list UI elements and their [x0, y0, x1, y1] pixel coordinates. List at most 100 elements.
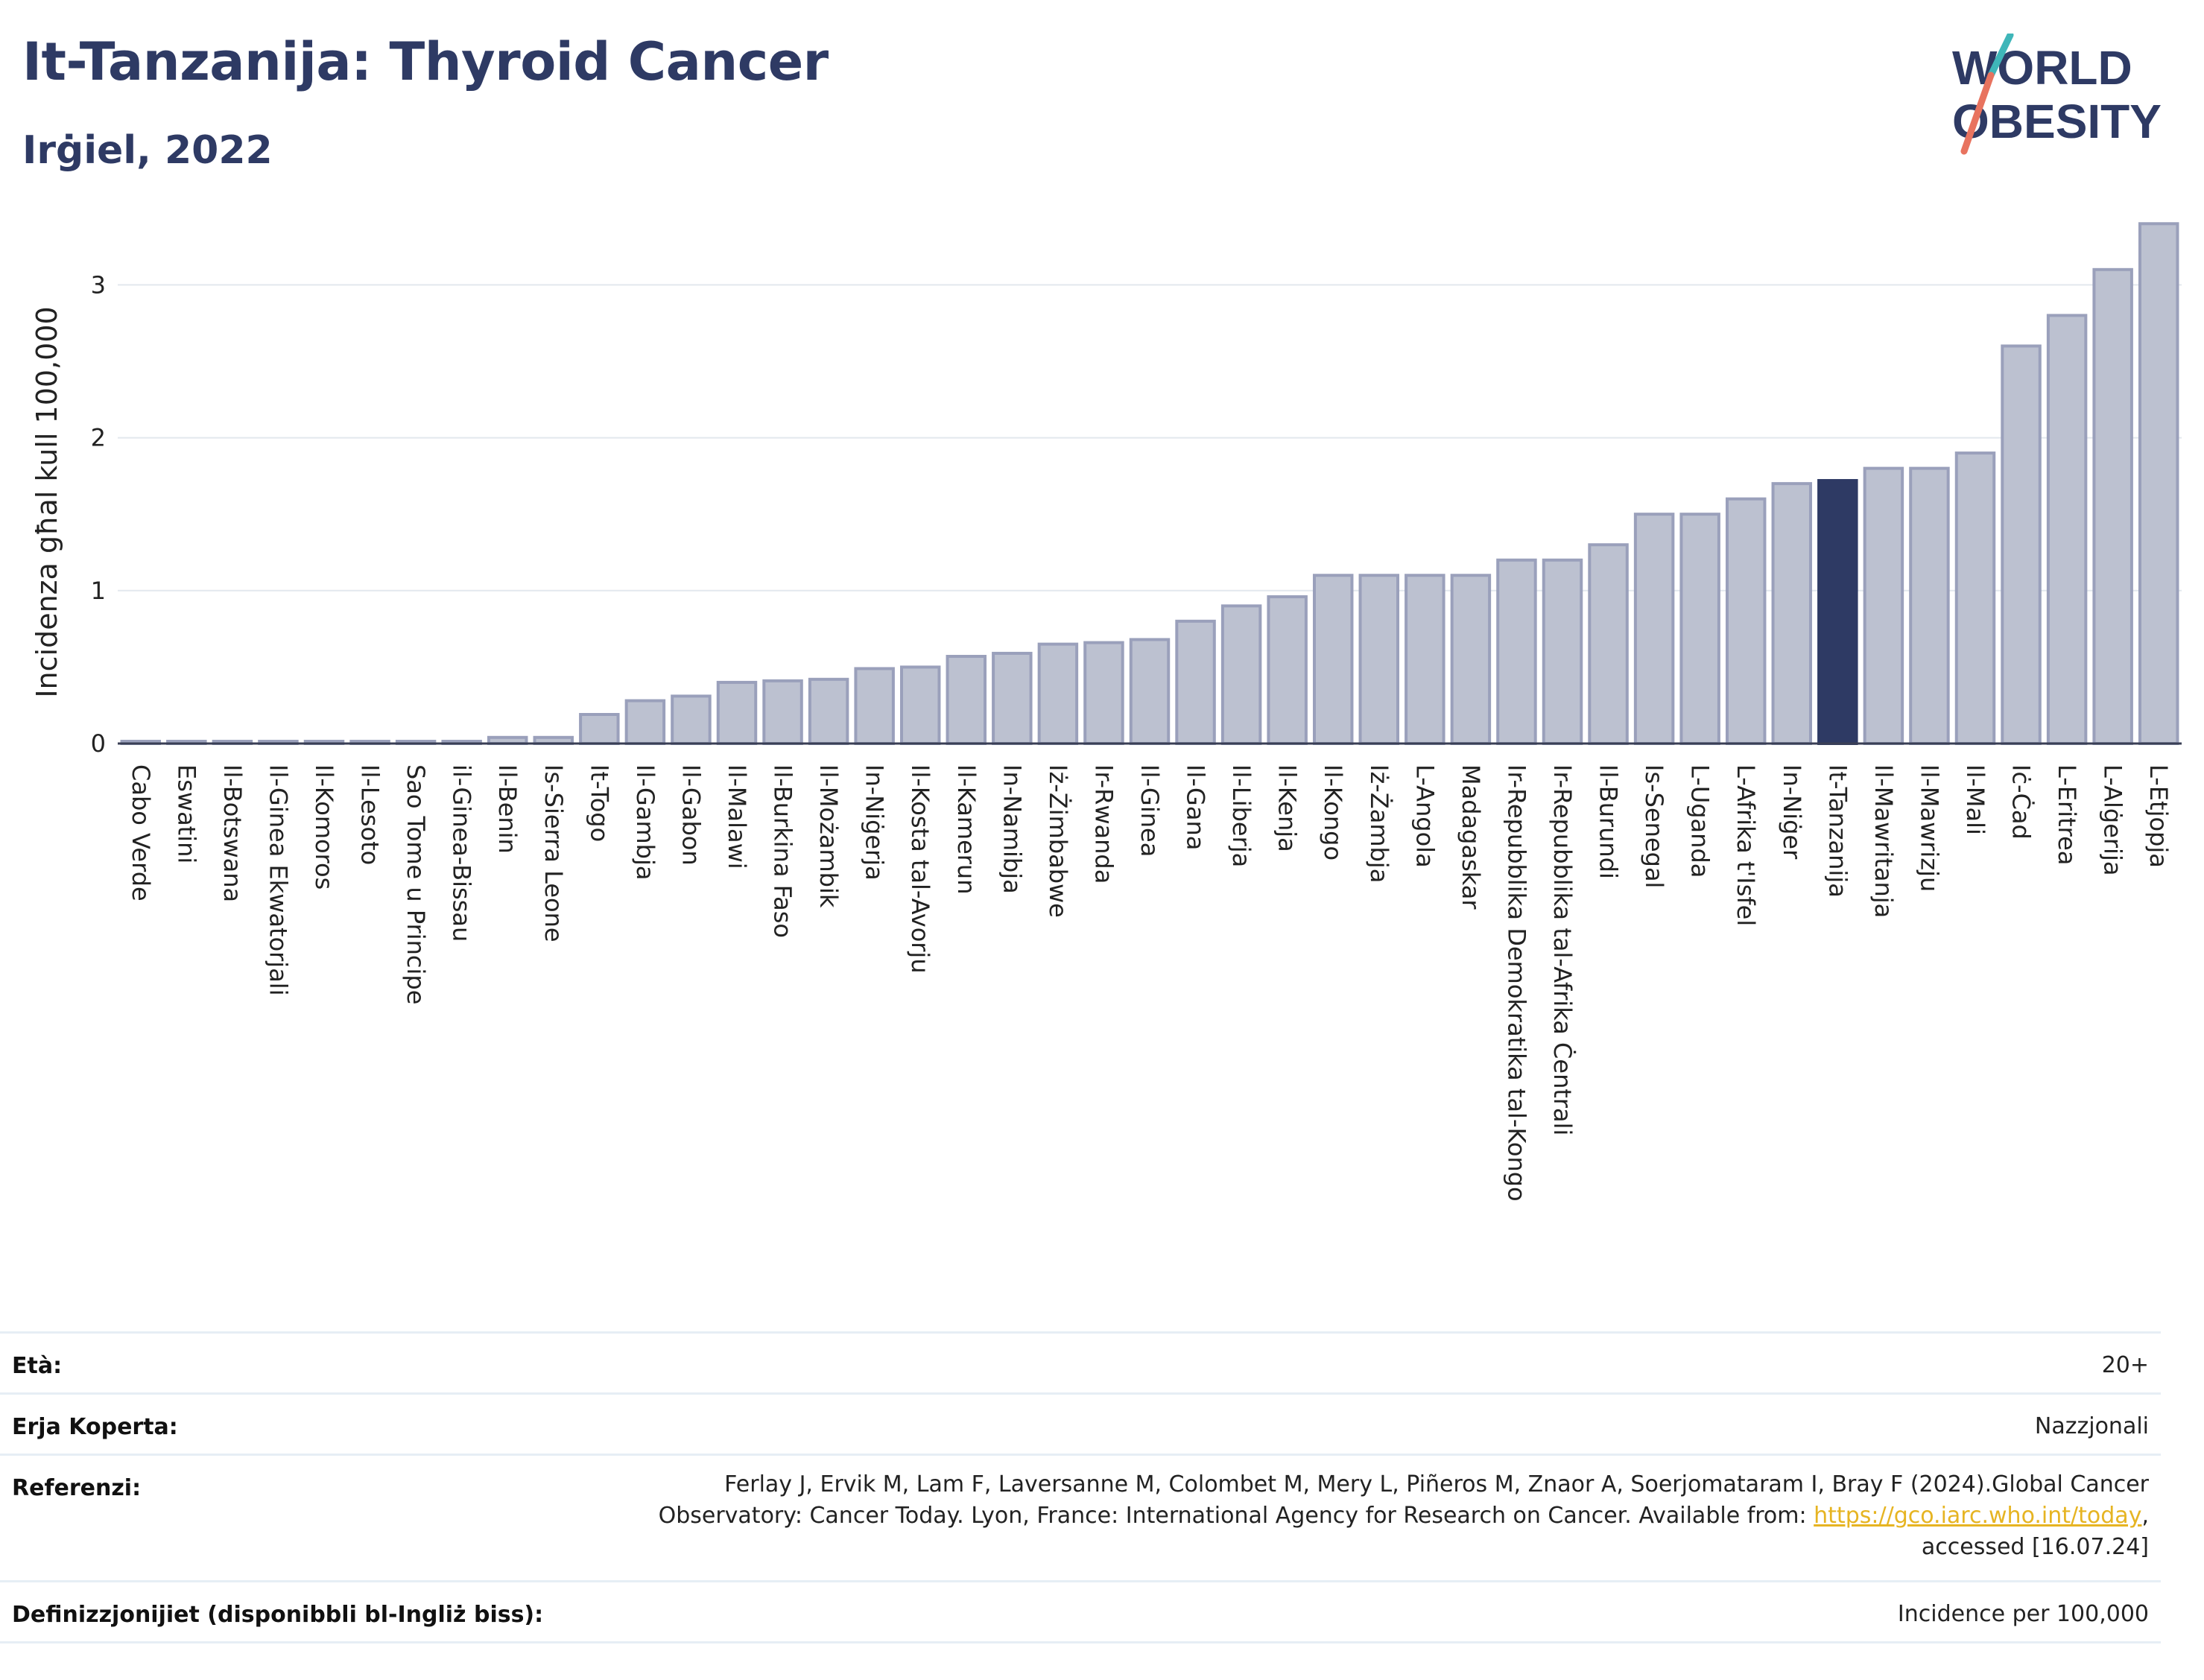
bar	[1496, 558, 1537, 745]
meta-row-age: Età: 20+	[0, 1331, 2161, 1395]
bar	[1725, 497, 1767, 745]
bar	[1220, 604, 1262, 745]
bar	[1037, 642, 1079, 746]
meta-row-area: Erja Koperta: Nazzjonali	[0, 1392, 2161, 1456]
x-tick-label: Il-Botswana	[218, 764, 247, 902]
bar	[1863, 466, 1904, 745]
bar	[808, 677, 849, 746]
meta-age-value: 20+	[2101, 1352, 2149, 1378]
meta-area-value: Nazzjonali	[2034, 1413, 2149, 1439]
bar	[762, 679, 803, 745]
meta-ref-label: Referenzi:	[12, 1475, 142, 1501]
bar	[1633, 513, 1675, 745]
world-obesity-logo: WORLD OBESITY	[1952, 34, 2162, 155]
x-tick-label: Il-Burundi	[1595, 764, 1623, 879]
bar	[1588, 543, 1629, 746]
bar	[2092, 267, 2133, 745]
bar	[1954, 451, 1996, 746]
y-tick-label: 0	[91, 729, 106, 758]
x-tick-label: Il-Kamerun	[952, 764, 981, 894]
x-tick-label: Il-Mawrizju	[1915, 764, 1943, 892]
x-tick-label: Il-Gambja	[631, 764, 659, 880]
meta-ref-value: Ferlay J, Ervik M, Lam F, Laversanne M, …	[659, 1469, 2149, 1563]
x-tick-label: Il-Benin	[493, 764, 522, 854]
x-tick-label: Il-Komoros	[310, 764, 338, 890]
x-tick-label: L-Alġerija	[2099, 764, 2127, 875]
x-tick-label: It-Togo	[585, 764, 613, 842]
x-tick-label: L-Angola	[1410, 764, 1439, 868]
x-tick-label: Ir-Repubblika Demokratika tal-Kongo	[1502, 764, 1530, 1202]
x-tick-label: Il-Mawritanja	[1869, 764, 1898, 918]
x-tick-label: Is-Sierra Leone	[539, 764, 568, 942]
bar	[1542, 558, 1583, 745]
bar	[1405, 574, 1445, 745]
y-tick-label: 1	[91, 577, 106, 605]
bar	[1312, 574, 1354, 745]
meta-ref-link[interactable]: https://gco.iarc.who.int/today	[1814, 1503, 2142, 1529]
x-tick-label: il-Ginea-Bissau	[448, 764, 476, 942]
meta-def-label: Definizzjonijiet (disponibbli bl-Ingliż …	[12, 1602, 544, 1628]
bar	[579, 713, 620, 745]
bar	[899, 665, 941, 745]
x-tick-label: Il-Kosta tal-Avorju	[906, 764, 934, 974]
bar	[854, 667, 895, 745]
x-tick-label: Il-Kenja	[1273, 764, 1302, 852]
logo-text-world: WORLD	[1952, 41, 2132, 95]
x-tick-label: Il-Burkina Faso	[769, 764, 797, 938]
bar	[671, 694, 712, 746]
logo-slash-teal	[1987, 34, 2014, 79]
x-tick-label: L-Eritrea	[2053, 764, 2081, 865]
bar	[992, 651, 1033, 746]
bar-chart: 0 1 2 3 Incidenza għal kull 100,000 Cabo Verd…	[31, 222, 2182, 1202]
x-tick-label: Ir-Repubblika tal-Afrika Ċentrali	[1548, 764, 1577, 1135]
x-tick-label: Il-Możambik	[814, 764, 843, 908]
meta-def-value: Incidence per 100,000	[1897, 1601, 2149, 1627]
bar	[1679, 513, 1720, 745]
bar	[1129, 638, 1171, 745]
bar	[1909, 466, 1950, 745]
meta-row-references: Referenzi: Ferlay J, Ervik M, Lam F, Lav…	[0, 1454, 2161, 1582]
x-tick-label: In-Niġerja	[861, 764, 889, 881]
meta-bottom-border	[0, 1641, 2161, 1645]
x-tick-label: Iż-Żambja	[1365, 764, 1393, 883]
meta-area-label: Erja Koperta:	[12, 1414, 178, 1440]
x-tick-label: Il-Gabon	[677, 764, 705, 866]
page-subtitle: Irġiel, 2022	[22, 128, 273, 173]
bar	[1358, 574, 1400, 745]
x-tick-label: L-Afrika t'Isfel	[1732, 764, 1760, 926]
bar	[716, 680, 758, 745]
x-tick-label: L-Uganda	[1686, 764, 1714, 878]
bar	[1175, 619, 1216, 746]
x-tick-label: It-Tanzanija	[1823, 764, 1852, 898]
x-tick-label: Il-Ginea	[1136, 764, 1164, 857]
x-tick-label: Ir-Rwanda	[1089, 764, 1118, 884]
meta-row-definitions: Definizzjonijiet (disponibbli bl-Ingliż …	[0, 1580, 2161, 1643]
x-tick-label: In-Namibja	[998, 764, 1026, 894]
x-tick-label: Il-Kongo	[1319, 764, 1347, 860]
bar	[624, 699, 666, 745]
x-tick-label: Il-Ginea Ekwatorjali	[264, 764, 292, 996]
x-tick-label: L-Etjopja	[2144, 764, 2173, 868]
bar	[2138, 222, 2179, 745]
bar	[1083, 641, 1124, 745]
page-title: It-Tanzanija: Thyroid Cancer	[22, 31, 829, 92]
bar	[1267, 595, 1308, 746]
x-tick-label: Madagaskar	[1457, 764, 1485, 910]
logo-slash-coral	[1960, 72, 1995, 155]
meta-ref-line2-comma: ,	[2141, 1503, 2149, 1529]
y-tick-label: 2	[91, 424, 106, 452]
x-tick-label: Is-Senegal	[1640, 764, 1668, 888]
x-tick-label: Il-Gana	[1182, 764, 1210, 850]
x-tick-label: Il-Lesoto	[356, 764, 384, 865]
bar	[1450, 574, 1492, 745]
bar	[2001, 344, 2042, 746]
meta-age-label: Età:	[12, 1353, 63, 1379]
x-tick-label: Eswatini	[172, 764, 200, 863]
meta-ref-line1: Ferlay J, Ervik M, Lam F, Laversanne M, …	[724, 1471, 2149, 1497]
logo-text-obesity: OBESITY	[1952, 95, 2162, 148]
x-tick-label: Il-Liberja	[1227, 764, 1255, 867]
x-tick-label: Sao Tome u Principe	[402, 764, 430, 1004]
x-tick-label: Cabo Verde	[127, 764, 155, 901]
meta-ref-line2: Observatory: Cancer Today. Lyon, France:…	[659, 1500, 2149, 1532]
x-tick-label: In-Niġer	[1778, 764, 1806, 860]
